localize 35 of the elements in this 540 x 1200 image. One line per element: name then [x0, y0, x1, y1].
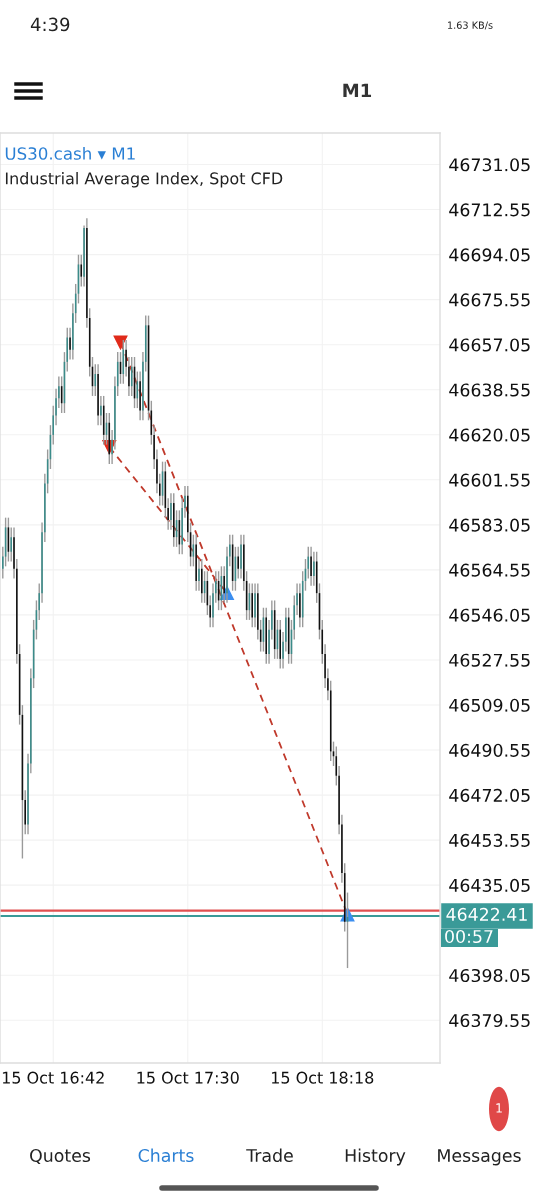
text: Industrial Average Index, Spot CFD [5, 172, 283, 188]
text: US30.cash ▾ M1 [5, 146, 135, 160]
text: Messages [438, 1149, 521, 1166]
y-tick-label: 46583.05 [449, 518, 530, 532]
text: Charts [138, 1148, 194, 1163]
y-tick-label: 46546.05 [449, 608, 530, 622]
y-tick-label: 46694.05 [449, 248, 530, 262]
y-tick-label: 46620.05 [449, 428, 530, 442]
y-tick-label: 46435.05 [449, 878, 530, 892]
y-tick-label: 46453.55 [449, 833, 530, 847]
y-tick-label: 46731.05 [449, 158, 530, 172]
y-tick-label: 46657.05 [449, 338, 530, 352]
text: 4:39 [30, 17, 70, 32]
text: 1 [496, 1103, 502, 1113]
text: 1.63 KB/s [448, 21, 493, 30]
y-tick-label: 46472.05 [449, 788, 530, 802]
y-tick-label: 46398.05 [449, 968, 530, 983]
y-tick-label: 46527.55 [449, 653, 530, 667]
text: M1 [343, 83, 372, 97]
y-tick-label: 46509.05 [449, 698, 530, 712]
text: Quotes [30, 1148, 91, 1165]
text: History [345, 1148, 406, 1166]
y-tick-label: 46675.55 [449, 293, 530, 307]
ref-line-label: 46422.41 [446, 907, 527, 921]
y-tick-label: 46564.55 [449, 563, 530, 577]
x-tick-label: 15 Oct 16:42 [2, 1071, 104, 1084]
y-tick-label: 46490.55 [449, 743, 530, 757]
text: Trade [246, 1148, 293, 1163]
text: 00:57 [445, 929, 493, 944]
y-tick-label: 46712.55 [449, 203, 530, 217]
y-tick-label: 46379.55 [449, 1013, 530, 1028]
x-tick-label: 15 Oct 18:18 [271, 1071, 374, 1084]
y-tick-label: 46601.55 [449, 473, 530, 487]
x-tick-label: 15 Oct 17:30 [137, 1071, 239, 1084]
y-tick-label: 46638.55 [449, 383, 530, 397]
